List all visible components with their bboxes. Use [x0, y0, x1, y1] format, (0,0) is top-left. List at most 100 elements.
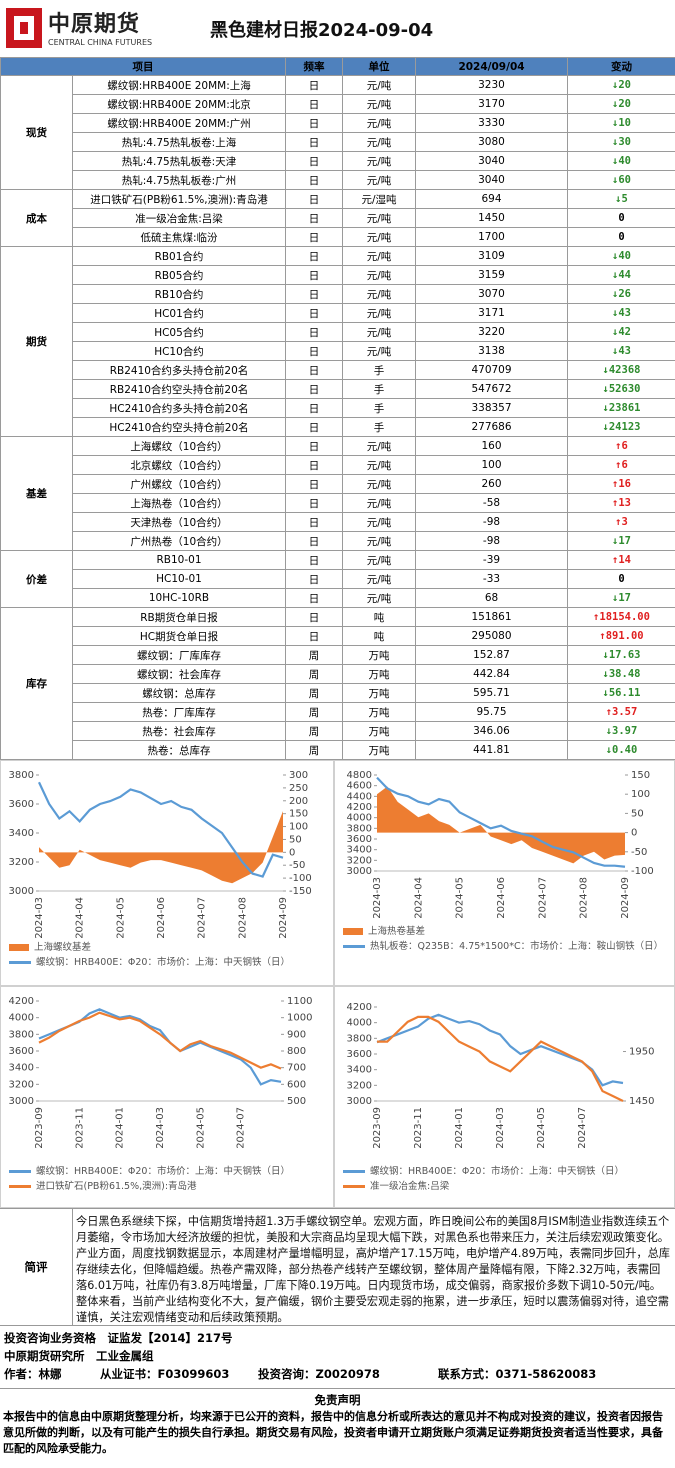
cell-value: 3230 [415, 75, 568, 95]
cell-value: 3080 [415, 132, 568, 152]
y2-tick-label: 500 [287, 1096, 306, 1107]
cell-unit: 元/吨 [342, 455, 416, 475]
legend-entry: 进口铁矿石(PB粉61.5%,澳洲):青岛港 [9, 1180, 327, 1193]
cell-item: RB2410合约多头持仓前20名 [72, 360, 286, 380]
cell-unit: 元/吨 [342, 303, 416, 323]
cell-unit: 元/吨 [342, 474, 416, 494]
comment: 简评 今日黑色系继续下探，中信期货增持超1.3万手螺纹钢空单。宏观方面，昨日晚间… [0, 1208, 675, 1326]
cell-value: -39 [415, 550, 568, 570]
cell-unit: 手 [342, 398, 416, 418]
change-value: 30 [612, 136, 631, 148]
change-value: 17.63 [603, 649, 641, 661]
change-value: 891.00 [599, 630, 643, 642]
change-value: 0 [618, 573, 625, 585]
cell-unit: 元/吨 [342, 493, 416, 513]
y-tick-label: 4600 [347, 781, 372, 792]
disclaimer: 免责声明 本报告中的信息由中原期货整理分析，均来源于已公开的资料，报告中的信息分… [0, 1388, 675, 1468]
y2-tick-label: 0 [289, 847, 295, 858]
x-tick-label: 2024-06 [496, 877, 507, 919]
y-tick-label: 3000 [347, 1096, 372, 1107]
line [38, 781, 284, 878]
cell-change: 40 [567, 151, 675, 171]
change-value: 0 [618, 231, 625, 243]
cell-value: 3220 [415, 322, 568, 342]
legend-label: 螺纹钢：HRB400E：Φ20：市场价：上海：中天钢铁（日） [36, 1166, 290, 1177]
cell-value: 68 [415, 588, 568, 608]
cell-value: 295080 [415, 626, 568, 646]
cell-freq: 日 [285, 607, 343, 627]
cell-item: RB期货仓单日报 [72, 607, 286, 627]
cell-change: 44 [567, 265, 675, 285]
cell-change: 17.63 [567, 645, 675, 665]
legend: 上海热卷基差 热轧板卷：Q235B：4.75*1500*C：市场价：上海：鞍山钢铁… [343, 925, 668, 955]
cell-change: 13 [567, 493, 675, 513]
cell-freq: 日 [285, 208, 343, 228]
cell-unit: 万吨 [342, 740, 416, 760]
cell-unit: 元/吨 [342, 227, 416, 247]
cell-change: 38.48 [567, 664, 675, 684]
cell-item: 热轧:4.75热轧板卷:上海 [72, 132, 286, 152]
cell-value: 3040 [415, 170, 568, 190]
cell-unit: 元/吨 [342, 94, 416, 114]
cell-unit: 元/吨 [342, 284, 416, 304]
cell-unit: 万吨 [342, 702, 416, 722]
legend-entry: 上海热卷基差 [343, 925, 668, 938]
data-table: 项目 频率 单位 2024/09/04 变动 现货 螺纹钢:HRB400E 20MM:上海日… [0, 57, 675, 760]
change-value: 16 [612, 478, 631, 490]
institute: 中原期货研究所 工业金属组 [4, 1349, 154, 1363]
cell-item: 天津热卷（10合约） [72, 512, 286, 532]
y-tick-label: 4400 [347, 791, 372, 802]
y-tick-label: 3800 [9, 1029, 34, 1040]
cell-value: 3138 [415, 341, 568, 361]
cell-unit: 元/吨 [342, 132, 416, 152]
legend: 螺纹钢：HRB400E：Φ20：市场价：上海：中天钢铁（日） 进口铁矿石(PB粉6… [9, 1165, 327, 1195]
legend-swatch [343, 1185, 365, 1188]
cell-unit: 元/吨 [342, 151, 416, 171]
cell-unit: 元/吨 [342, 436, 416, 456]
y-tick-label: 3000 [347, 866, 372, 877]
change-value: 40 [612, 250, 631, 262]
cell-unit: 元/吨 [342, 588, 416, 608]
y2-tick-label: -100 [631, 866, 654, 877]
change-value: 42 [612, 326, 631, 338]
legend-swatch [9, 961, 31, 964]
disclaimer-text: 本报告中的信息由中原期货整理分析，均来源于已公开的资料，报告中的信息分析或所表达… [3, 1410, 663, 1455]
cell-item: HC2410合约多头持仓前20名 [72, 398, 286, 418]
cell-change: 0.40 [567, 740, 675, 760]
group-label: 成本 [0, 189, 73, 247]
cell-value: 346.06 [415, 721, 568, 741]
title: 黑色建材日报2024-09-04 [210, 20, 434, 41]
consult: 投资咨询：Z0020978 [258, 1367, 380, 1381]
cell-unit: 元/湿吨 [342, 189, 416, 209]
area [377, 786, 625, 864]
cell-item: RB10合约 [72, 284, 286, 304]
y2-tick-label: 50 [631, 808, 644, 819]
x-tick-label: 2024-01 [115, 1107, 126, 1149]
comment-text: 今日黑色系继续下探，中信期货增持超1.3万手螺纹钢空单。宏观方面，昨日晚间公布的… [76, 1215, 670, 1324]
y-tick-label: 3600 [9, 1046, 34, 1057]
cell-change: 3 [567, 512, 675, 532]
cell-value: 3159 [415, 265, 568, 285]
y2-tick-label: 300 [289, 770, 308, 781]
x-tick-label: 2024-07 [236, 1107, 247, 1149]
column-header: 变动 [567, 57, 675, 76]
cell-value: 441.81 [415, 740, 568, 760]
cell-freq: 日 [285, 170, 343, 190]
cell-value: -98 [415, 531, 568, 551]
cell-freq: 日 [285, 360, 343, 380]
cell-change: 56.11 [567, 683, 675, 703]
change-value: 13 [612, 497, 631, 509]
group-label: 基差 [0, 436, 73, 551]
y-tick-label: 4200 [347, 802, 372, 813]
cell-item: HC2410合约空头持仓前20名 [72, 417, 286, 437]
disclaimer-title: 免责声明 [314, 1393, 361, 1407]
table-row: 准一级冶金焦:吕梁日元/吨 1450 0 [1, 208, 675, 228]
cell-item: 热轧:4.75热轧板卷:广州 [72, 170, 286, 190]
cell-value: 3109 [415, 246, 568, 266]
logo-icon [6, 8, 42, 48]
x-tick-label: 2024-07 [197, 897, 208, 939]
cell-value: 151861 [415, 607, 568, 627]
